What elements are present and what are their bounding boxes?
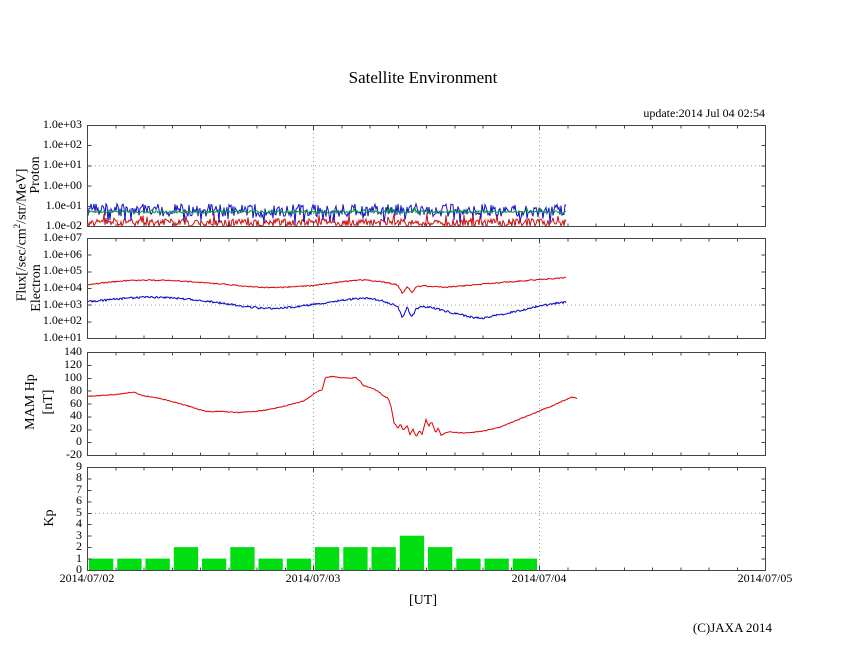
kp-bar <box>230 547 255 570</box>
kp-bar <box>428 547 453 570</box>
kp-bar <box>258 558 283 570</box>
copyright-text: (C)JAXA 2014 <box>692 620 772 635</box>
kp-axis-label: Kp <box>42 509 57 527</box>
kp-bar <box>484 558 509 570</box>
kp-bar <box>343 547 368 570</box>
chart-title: Satellite Environment <box>348 68 498 87</box>
kp-bar <box>117 558 142 570</box>
kp-bar <box>173 547 199 570</box>
electron-axis-label: Electron <box>29 264 44 312</box>
kp-bar <box>145 558 170 570</box>
update-timestamp: update:2014 Jul 04 02:54 <box>643 106 765 120</box>
kp-bar <box>202 558 227 570</box>
mam-hp-axis-label: MAM Hp <box>23 374 38 430</box>
kp-bar <box>286 558 312 570</box>
flux-axis-label-sup: 2 <box>12 223 22 229</box>
mam-nt-axis-label: [nT] <box>41 389 56 415</box>
kp-bar <box>512 558 538 570</box>
proton-axis-label: Proton <box>28 156 43 194</box>
flux-axis-label-pre: Flux[/sec/cm <box>14 228 30 302</box>
x-axis-title: [UT] <box>409 593 437 608</box>
kp-bar <box>456 558 481 570</box>
kp-bar <box>371 547 396 570</box>
kp-bar <box>315 547 340 570</box>
flux-axis-label: Flux[/sec/cm2/str/MeV] <box>9 125 30 345</box>
kp-bar <box>399 535 425 570</box>
kp-bar <box>89 558 114 570</box>
